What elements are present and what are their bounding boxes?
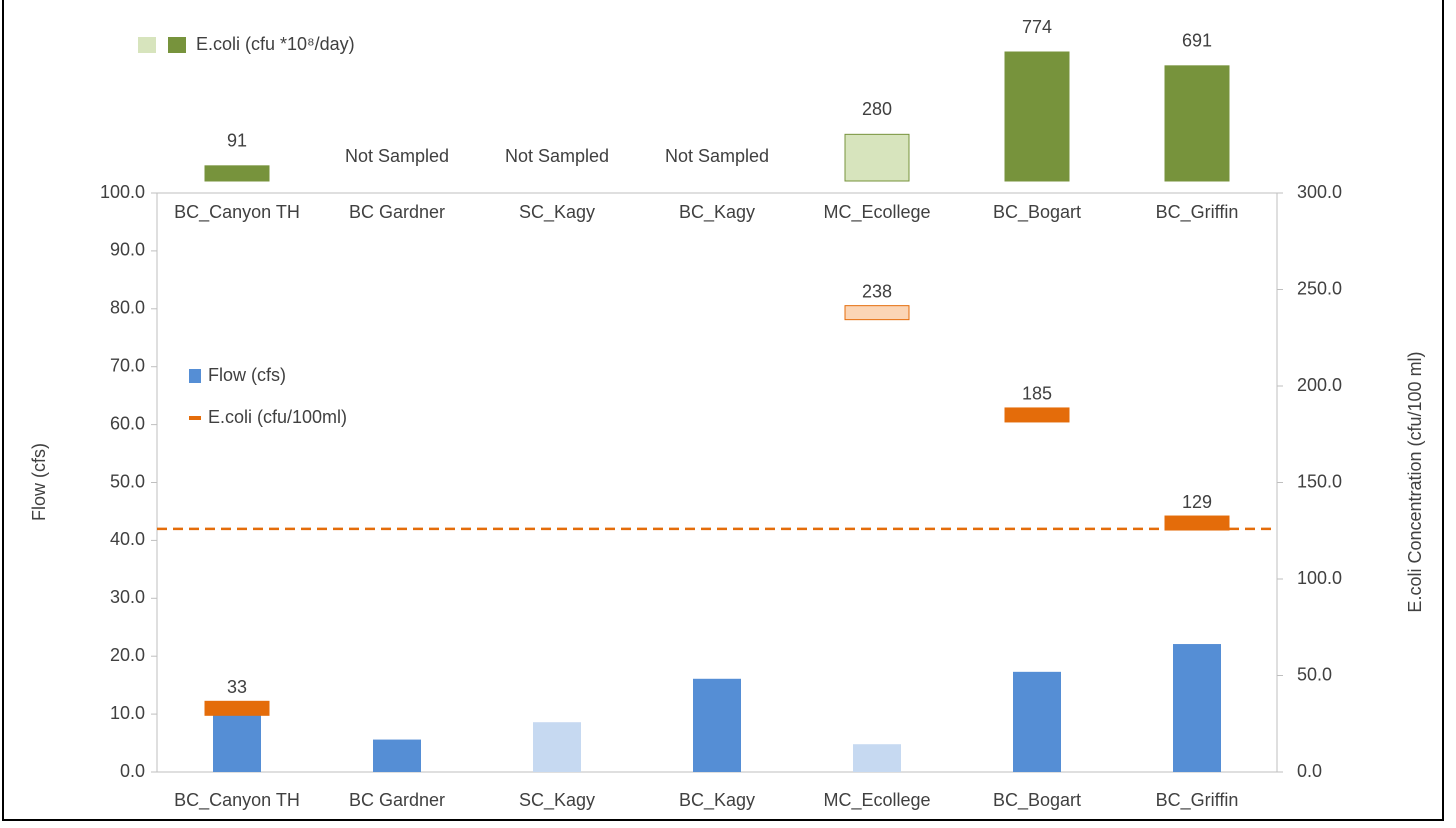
x-tick-label: BC_Bogart xyxy=(993,790,1081,811)
marker xyxy=(844,305,910,321)
bar xyxy=(1013,671,1061,772)
legend-swatch xyxy=(189,369,201,383)
data-label: 91 xyxy=(227,131,247,151)
x-tick-label: SC_Kagy xyxy=(519,790,595,811)
legend-label: Flow (cfs) xyxy=(208,365,286,385)
marker xyxy=(1164,515,1230,531)
x-tick-label-top: BC_Canyon TH xyxy=(174,202,300,223)
y-axis-label: Flow (cfs) xyxy=(29,443,49,521)
legend-label: E.coli (cfu *10⁸/day) xyxy=(196,34,355,54)
data-label: Not Sampled xyxy=(345,146,449,166)
x-tick-label: BC_Griffin xyxy=(1156,790,1239,811)
legend-swatch xyxy=(168,37,186,53)
y-tick-label: 0.0 xyxy=(120,761,145,781)
marker xyxy=(204,700,270,716)
y2-tick-label: 150.0 xyxy=(1297,471,1342,491)
data-label: Not Sampled xyxy=(505,146,609,166)
x-tick-label-top: MC_Ecollege xyxy=(823,202,930,223)
legend-label: E.coli (cfu/100ml) xyxy=(208,407,347,427)
bar xyxy=(533,722,581,772)
x-tick-label-top: BC_Kagy xyxy=(679,202,755,223)
y2-tick-label: 250.0 xyxy=(1297,278,1342,298)
data-label: 774 xyxy=(1022,17,1052,37)
marker xyxy=(1004,407,1070,423)
bar xyxy=(204,165,270,182)
x-tick-label: MC_Ecollege xyxy=(823,790,930,811)
bar xyxy=(373,739,421,772)
bar xyxy=(1173,644,1221,772)
legend-swatch xyxy=(138,37,156,53)
y-tick-label: 50.0 xyxy=(110,471,145,491)
y-tick-label: 40.0 xyxy=(110,529,145,549)
data-label: Not Sampled xyxy=(665,146,769,166)
bar xyxy=(853,744,901,772)
x-tick-label-top: BC_Bogart xyxy=(993,202,1081,223)
y2-axis-label: E.coli Concentration (cfu/100 ml) xyxy=(1405,351,1425,612)
y-tick-label: 20.0 xyxy=(110,645,145,665)
y-tick-label: 90.0 xyxy=(110,240,145,260)
x-tick-label: BC Gardner xyxy=(349,790,445,810)
data-label: 280 xyxy=(862,99,892,119)
bar xyxy=(1164,65,1230,182)
y-tick-label: 80.0 xyxy=(110,298,145,318)
y2-tick-label: 100.0 xyxy=(1297,568,1342,588)
bar xyxy=(1004,51,1070,182)
y2-tick-label: 200.0 xyxy=(1297,375,1342,395)
x-tick-label-top: BC_Griffin xyxy=(1156,202,1239,223)
y-tick-label: 100.0 xyxy=(100,182,145,202)
data-label: 691 xyxy=(1182,31,1212,51)
data-label: 185 xyxy=(1022,384,1052,404)
data-label: 238 xyxy=(862,281,892,301)
y-tick-label: 30.0 xyxy=(110,587,145,607)
bar xyxy=(693,678,741,772)
bar xyxy=(213,712,261,772)
y-tick-label: 60.0 xyxy=(110,413,145,433)
legend-swatch xyxy=(189,416,201,420)
y2-tick-label: 0.0 xyxy=(1297,761,1322,781)
y2-tick-label: 300.0 xyxy=(1297,182,1342,202)
x-tick-label-top: BC Gardner xyxy=(349,202,445,222)
x-tick-label-top: SC_Kagy xyxy=(519,202,595,223)
data-label: 33 xyxy=(227,677,247,697)
x-tick-label: BC_Kagy xyxy=(679,790,755,811)
data-label: 129 xyxy=(1182,492,1212,512)
bar xyxy=(844,133,910,182)
x-tick-label: BC_Canyon TH xyxy=(174,790,300,811)
y-tick-label: 70.0 xyxy=(110,355,145,375)
y2-tick-label: 50.0 xyxy=(1297,664,1332,684)
y-tick-label: 10.0 xyxy=(110,703,145,723)
